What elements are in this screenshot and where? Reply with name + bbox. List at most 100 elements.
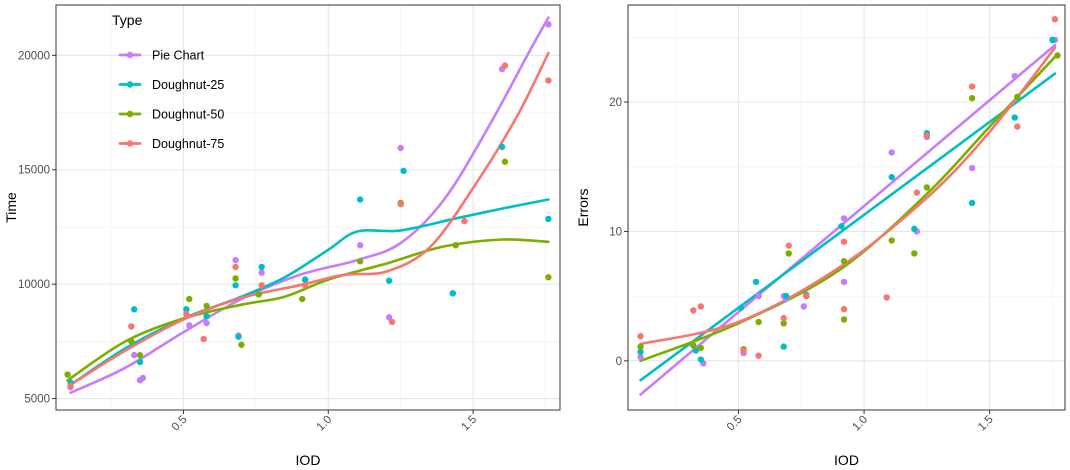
- point-pie-chart: [186, 322, 193, 329]
- point-doughnut-75: [840, 238, 848, 245]
- point-pie-chart: [840, 278, 848, 286]
- point-doughnut-25: [400, 167, 407, 175]
- point-doughnut-75: [545, 77, 552, 84]
- legend-label-doughnut-75: Doughnut-75: [152, 137, 224, 151]
- point-doughnut-75: [397, 200, 404, 208]
- point-doughnut-50: [64, 371, 71, 378]
- point-doughnut-75: [1051, 16, 1059, 23]
- point-doughnut-75: [501, 62, 509, 69]
- points-errors: [637, 16, 1061, 367]
- point-doughnut-25: [888, 173, 895, 181]
- x-axis-title-errors: IOD: [834, 452, 859, 468]
- point-doughnut-50: [785, 250, 792, 257]
- point-doughnut-50: [136, 351, 144, 359]
- point-pie-chart: [968, 164, 976, 172]
- legend-title: Type: [112, 12, 143, 28]
- point-doughnut-75: [232, 263, 239, 271]
- point-doughnut-50: [203, 302, 210, 310]
- point-doughnut-50: [780, 320, 787, 327]
- point-doughnut-50: [697, 344, 705, 352]
- point-doughnut-25: [232, 282, 239, 289]
- point-doughnut-50: [637, 343, 644, 350]
- point-pie-chart: [385, 314, 393, 321]
- point-doughnut-75: [637, 333, 644, 340]
- point-doughnut-50: [840, 257, 848, 265]
- point-pie-chart: [258, 269, 265, 276]
- x-tick-label: 0.5: [170, 414, 190, 434]
- point-doughnut-75: [968, 83, 976, 90]
- point-doughnut-75: [200, 335, 207, 343]
- point-doughnut-25: [356, 196, 364, 203]
- legend-key-point-doughnut-75: [126, 140, 134, 147]
- point-doughnut-50: [186, 295, 193, 303]
- x-tick-label: 1.5: [976, 414, 996, 434]
- point-doughnut-75: [923, 132, 931, 139]
- point-doughnut-50: [356, 258, 364, 265]
- point-doughnut-25: [838, 223, 845, 230]
- legend-label-doughnut-50: Doughnut-50: [152, 108, 224, 122]
- point-pie-chart: [888, 149, 895, 156]
- point-pie-chart: [139, 374, 147, 382]
- plot-border-time: [55, 4, 561, 411]
- point-doughnut-75: [183, 310, 190, 318]
- y-axis-title-errors: Errors: [575, 188, 591, 226]
- trend-line-doughnut-75: [69, 51, 550, 387]
- gridlines-time: [56, 5, 560, 410]
- point-doughnut-75: [697, 303, 705, 310]
- panel-errors: 0.5 1.0 1.5 0 10 20 IOD Errors: [575, 4, 1066, 468]
- point-doughnut-25: [136, 358, 144, 366]
- point-doughnut-25: [692, 347, 700, 354]
- point-pie-chart: [131, 351, 138, 359]
- point-doughnut-25: [235, 333, 242, 340]
- y-tick-label: 10000: [18, 279, 50, 291]
- point-doughnut-25: [449, 290, 457, 297]
- point-doughnut-75: [913, 189, 921, 196]
- x-axis-title-time: IOD: [296, 452, 321, 468]
- point-doughnut-25: [498, 143, 506, 151]
- point-doughnut-50: [911, 250, 918, 257]
- point-doughnut-50: [923, 184, 931, 191]
- point-doughnut-50: [690, 342, 697, 349]
- point-pie-chart: [1011, 72, 1018, 80]
- point-doughnut-25: [258, 263, 265, 271]
- legend-key-point-doughnut-50: [126, 110, 134, 118]
- point-doughnut-25: [183, 306, 190, 313]
- point-doughnut-75: [780, 314, 787, 322]
- point-doughnut-50: [452, 242, 459, 249]
- point-doughnut-75: [755, 352, 762, 359]
- point-doughnut-75: [67, 382, 74, 390]
- point-doughnut-25: [545, 215, 552, 223]
- y-tick-label: 5000: [24, 394, 50, 406]
- point-pie-chart: [545, 21, 552, 28]
- point-doughnut-75: [128, 323, 135, 330]
- legend-key-point-pie-chart: [126, 51, 134, 59]
- point-doughnut-50: [255, 291, 262, 298]
- legend-label-pie-chart: Pie Chart: [152, 49, 205, 63]
- panel-time: 0.5 1.0 1.5 5000 10000 15000 20000 IOD Time Ty…: [3, 4, 561, 468]
- point-doughnut-75: [803, 292, 810, 300]
- point-doughnut-25: [783, 292, 790, 300]
- x-tick-label: 1.0: [315, 414, 335, 434]
- point-pie-chart: [232, 256, 239, 264]
- point-doughnut-50: [232, 275, 239, 282]
- point-pie-chart: [356, 242, 364, 249]
- point-doughnut-25: [752, 278, 760, 286]
- point-doughnut-25: [968, 199, 976, 207]
- point-pie-chart: [397, 144, 404, 152]
- point-doughnut-50: [755, 318, 762, 326]
- point-doughnut-25: [131, 306, 138, 313]
- trend-line-doughnut-25: [639, 72, 1057, 382]
- y-tick-label: 20000: [18, 50, 50, 62]
- point-doughnut-50: [1054, 52, 1061, 59]
- point-doughnut-25: [780, 343, 787, 350]
- point-pie-chart: [637, 353, 644, 361]
- point-pie-chart: [840, 215, 848, 222]
- point-doughnut-50: [545, 274, 552, 281]
- point-doughnut-75: [785, 242, 792, 249]
- legend: Type Pie Chart Doughnut-25 Doughnut-50 Doug…: [112, 12, 224, 151]
- legend-label-doughnut-25: Doughnut-25: [152, 78, 224, 92]
- points-time: [64, 21, 552, 391]
- point-pie-chart: [203, 319, 210, 327]
- point-doughnut-25: [637, 348, 644, 355]
